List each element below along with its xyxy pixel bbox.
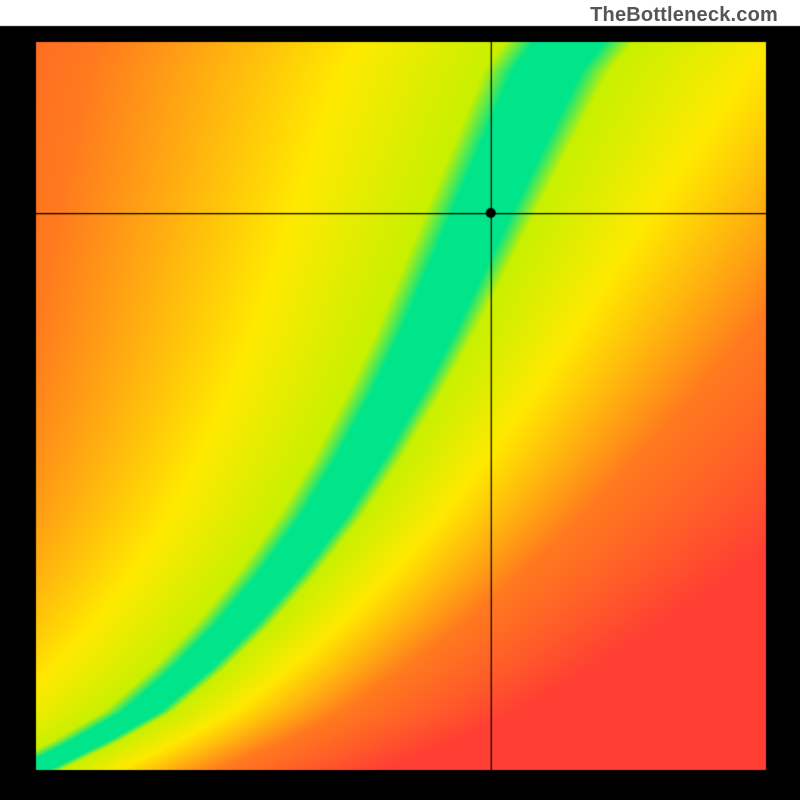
- watermark-text: TheBottleneck.com: [590, 4, 778, 27]
- heatmap-canvas: [0, 0, 800, 800]
- chart-container: TheBottleneck.com: [0, 0, 800, 800]
